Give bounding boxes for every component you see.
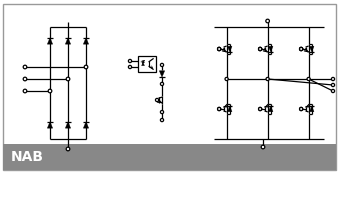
Polygon shape bbox=[268, 46, 273, 52]
Circle shape bbox=[300, 47, 303, 51]
Circle shape bbox=[258, 107, 262, 111]
Circle shape bbox=[258, 47, 262, 51]
Circle shape bbox=[48, 89, 52, 93]
Polygon shape bbox=[227, 106, 232, 112]
Polygon shape bbox=[268, 106, 273, 112]
Circle shape bbox=[332, 83, 335, 87]
Bar bbox=[3, 4, 336, 170]
Circle shape bbox=[261, 145, 265, 149]
Polygon shape bbox=[142, 62, 144, 66]
Circle shape bbox=[258, 47, 262, 51]
Circle shape bbox=[258, 47, 262, 51]
Circle shape bbox=[23, 65, 27, 69]
Circle shape bbox=[66, 77, 70, 81]
Circle shape bbox=[266, 19, 269, 23]
Circle shape bbox=[218, 107, 221, 111]
Circle shape bbox=[155, 98, 159, 102]
Polygon shape bbox=[83, 122, 89, 128]
Bar bbox=[3, 144, 336, 170]
Polygon shape bbox=[47, 122, 53, 128]
Circle shape bbox=[218, 47, 221, 51]
Circle shape bbox=[332, 77, 335, 81]
Bar bbox=[138, 56, 156, 72]
Circle shape bbox=[66, 147, 70, 151]
Polygon shape bbox=[47, 38, 53, 44]
Circle shape bbox=[23, 89, 27, 93]
Circle shape bbox=[160, 82, 164, 85]
Circle shape bbox=[300, 47, 303, 51]
Circle shape bbox=[129, 65, 132, 69]
Polygon shape bbox=[309, 106, 314, 112]
Polygon shape bbox=[65, 38, 71, 44]
Text: NAB: NAB bbox=[11, 150, 44, 164]
Circle shape bbox=[84, 65, 88, 69]
Circle shape bbox=[300, 107, 303, 111]
Circle shape bbox=[332, 89, 335, 93]
Circle shape bbox=[160, 118, 164, 122]
Polygon shape bbox=[159, 71, 165, 77]
Circle shape bbox=[218, 47, 221, 51]
Circle shape bbox=[160, 63, 164, 67]
Circle shape bbox=[129, 59, 132, 63]
Polygon shape bbox=[227, 46, 232, 52]
Circle shape bbox=[218, 47, 221, 51]
Circle shape bbox=[23, 77, 27, 81]
Polygon shape bbox=[65, 122, 71, 128]
Circle shape bbox=[218, 107, 221, 111]
Polygon shape bbox=[309, 46, 314, 52]
Circle shape bbox=[307, 77, 310, 81]
Circle shape bbox=[300, 47, 303, 51]
Circle shape bbox=[160, 111, 164, 114]
Circle shape bbox=[300, 107, 303, 111]
Circle shape bbox=[266, 77, 269, 81]
Circle shape bbox=[258, 107, 262, 111]
Polygon shape bbox=[83, 38, 89, 44]
Circle shape bbox=[225, 77, 228, 81]
